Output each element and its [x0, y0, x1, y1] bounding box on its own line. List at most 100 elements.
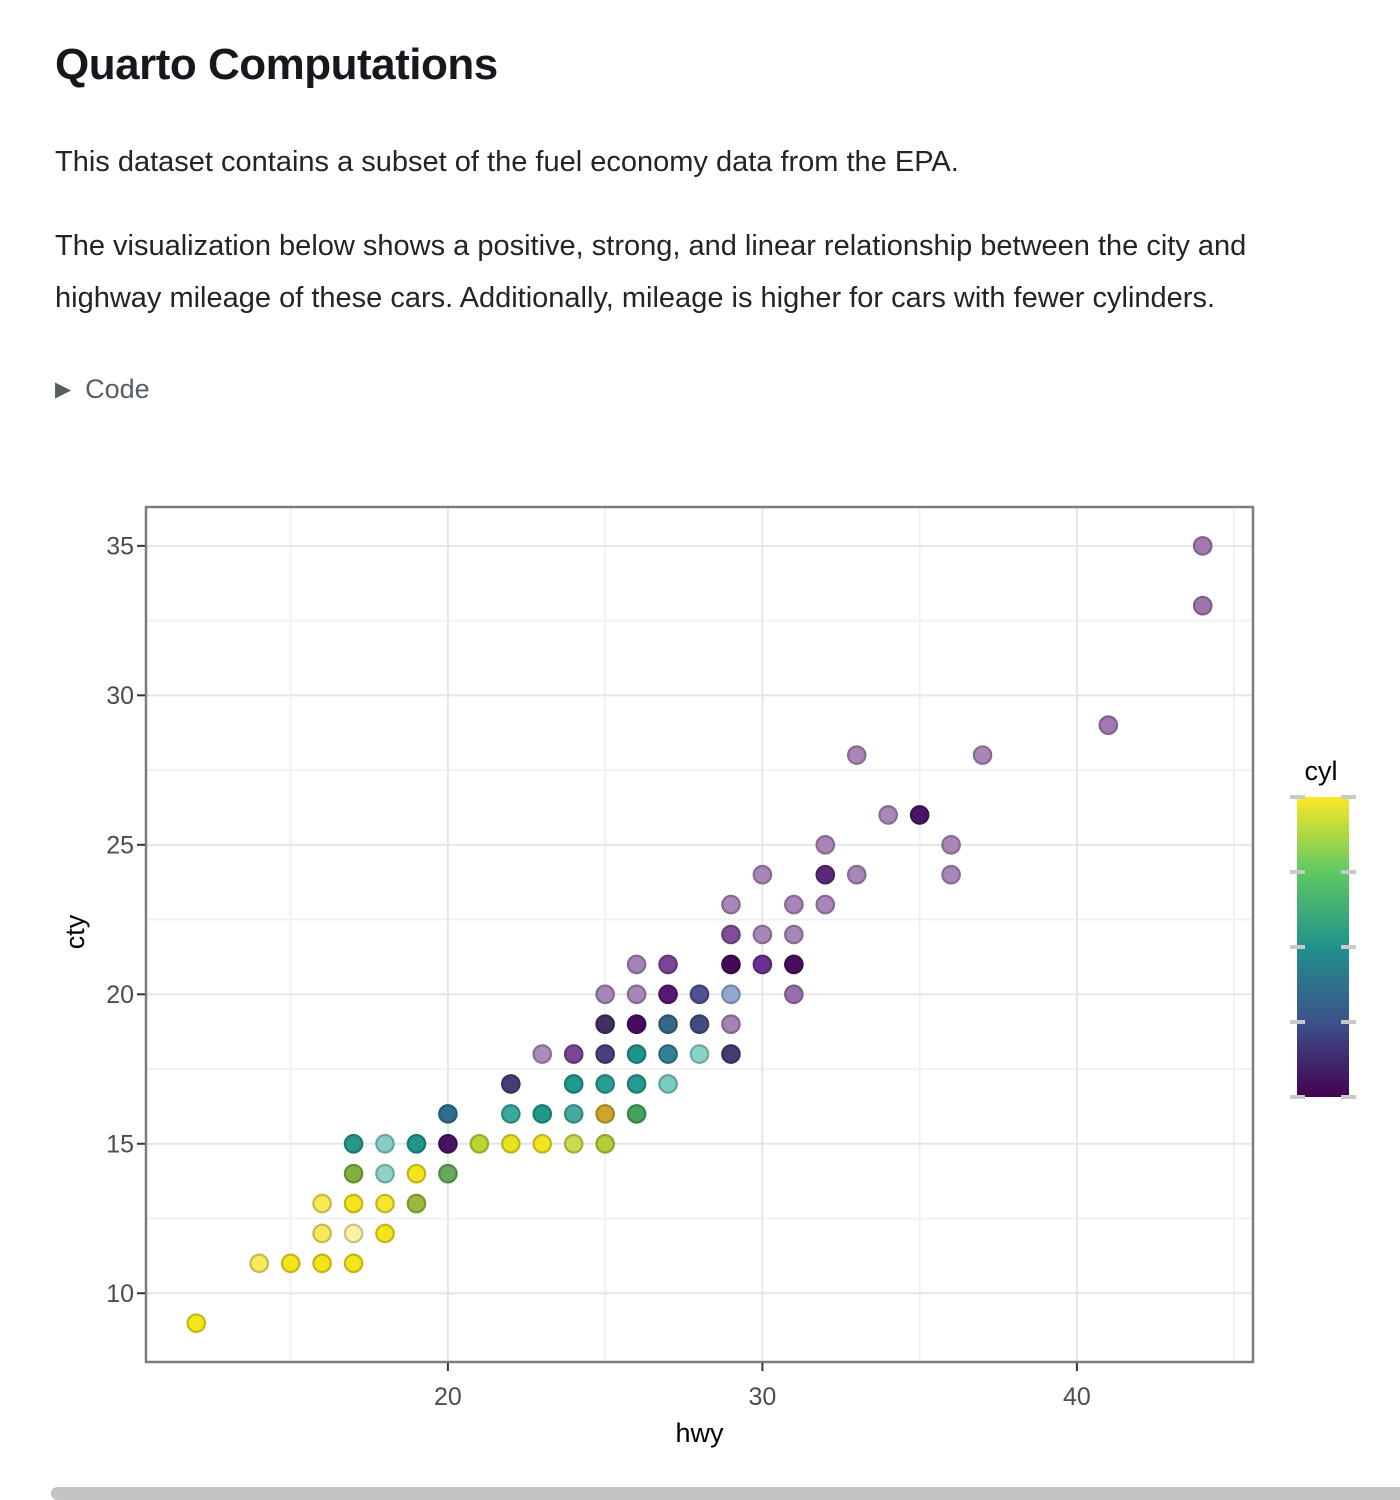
- x-tick-label: 20: [434, 1383, 462, 1411]
- axes: 20 30 40 10 15 20 25 30 35 hwy cty: [60, 533, 1091, 1448]
- data-point: [501, 1104, 521, 1124]
- page-title: Quarto Computations: [55, 40, 498, 89]
- data-point: [343, 1223, 364, 1244]
- scatter-plot-figure: 20 30 40 10 15 20 25 30 35 hwy cty cyl: [0, 470, 1400, 1480]
- data-point: [626, 984, 647, 1005]
- x-axis-title: hwy: [675, 1418, 724, 1448]
- intro-paragraph: This dataset contains a subset of the fu…: [55, 146, 959, 178]
- plot-panel: [146, 507, 1253, 1362]
- data-point: [941, 864, 961, 885]
- data-point: [909, 805, 930, 825]
- data-point: [375, 1193, 395, 1214]
- data-point: [721, 894, 741, 915]
- minor-gridlines: [146, 507, 1253, 1362]
- scatter-plot-svg: 20 30 40 10 15 20 25 30 35 hwy cty cyl: [60, 505, 1356, 1448]
- data-point: [343, 1193, 364, 1214]
- data-point: [563, 1044, 584, 1064]
- data-point: [280, 1253, 301, 1274]
- data-point: [878, 805, 898, 825]
- data-point: [406, 1163, 427, 1184]
- data-point: [595, 1044, 615, 1064]
- data-point: [658, 1014, 678, 1034]
- data-point: [721, 1014, 741, 1034]
- data-point: [501, 1133, 521, 1154]
- data-point: [846, 745, 867, 765]
- data-point: [658, 984, 678, 1005]
- x-tick-label: 30: [748, 1383, 776, 1411]
- data-point: [815, 835, 836, 855]
- data-point: [438, 1133, 458, 1154]
- data-point: [375, 1163, 395, 1184]
- data-point: [721, 1044, 741, 1064]
- data-point: [1098, 715, 1119, 736]
- data-point: [784, 954, 804, 975]
- data-point: [658, 954, 678, 975]
- code-fold-toggle[interactable]: ▶ Code: [55, 374, 175, 405]
- data-point: [595, 1133, 615, 1154]
- chevron-right-icon: ▶: [55, 378, 72, 401]
- data-point: [846, 864, 867, 885]
- data-point: [501, 1074, 521, 1094]
- data-point: [532, 1044, 553, 1064]
- panel-border: [144, 505, 1255, 1364]
- colorbar-gradient: [1297, 797, 1349, 1097]
- data-point: [595, 1014, 615, 1034]
- y-tick-label: 35: [106, 533, 134, 561]
- colorbar-legend: cyl: [1290, 756, 1356, 1099]
- data-point: [689, 1014, 710, 1034]
- data-point: [595, 1074, 615, 1094]
- data-point: [784, 984, 804, 1005]
- description-paragraph: The visualization below shows a positive…: [55, 230, 1247, 314]
- data-point: [626, 1104, 647, 1124]
- data-point: [563, 1104, 584, 1124]
- data-point: [972, 745, 993, 765]
- major-gridlines: [146, 507, 1253, 1362]
- data-point: [438, 1163, 458, 1184]
- data-point: [312, 1253, 332, 1274]
- data-point: [1192, 595, 1213, 616]
- data-point: [595, 1104, 615, 1124]
- data-point: [532, 1104, 553, 1124]
- data-point: [784, 924, 804, 945]
- data-point: [689, 984, 710, 1005]
- x-tick-label: 40: [1063, 1383, 1091, 1411]
- data-point: [406, 1133, 427, 1154]
- data-point: [626, 954, 647, 975]
- document-body: Quarto Computations This dataset contain…: [55, 0, 1345, 405]
- data-point: [658, 1074, 678, 1094]
- data-point: [343, 1163, 364, 1184]
- data-point: [343, 1253, 364, 1274]
- legend-title: cyl: [1305, 756, 1338, 786]
- data-point: [343, 1133, 364, 1154]
- data-point: [941, 835, 961, 855]
- data-point: [563, 1074, 584, 1094]
- y-tick-label: 20: [106, 981, 134, 1009]
- data-point: [406, 1193, 427, 1214]
- data-point: [721, 954, 741, 975]
- data-point: [249, 1253, 270, 1274]
- data-point: [1192, 536, 1213, 556]
- data-point: [689, 1044, 710, 1064]
- data-point: [469, 1133, 490, 1154]
- code-fold-label: Code: [85, 374, 150, 404]
- data-point: [815, 894, 836, 915]
- y-tick-label: 30: [106, 682, 134, 710]
- data-point: [375, 1133, 395, 1154]
- horizontal-scrollbar[interactable]: [51, 1487, 1400, 1500]
- data-point: [563, 1133, 584, 1154]
- data-point: [532, 1133, 553, 1154]
- data-point: [626, 1044, 647, 1064]
- y-tick-label: 25: [106, 832, 134, 860]
- data-point: [752, 864, 773, 885]
- data-point: [626, 1014, 647, 1034]
- data-point: [186, 1313, 207, 1333]
- data-point: [721, 984, 741, 1005]
- data-point: [752, 954, 773, 975]
- data-point: [784, 894, 804, 915]
- y-tick-label: 15: [106, 1131, 134, 1159]
- data-point: [312, 1193, 332, 1214]
- data-points: [186, 536, 1213, 1333]
- data-point: [815, 864, 836, 885]
- data-point: [626, 1074, 647, 1094]
- data-point: [438, 1104, 458, 1124]
